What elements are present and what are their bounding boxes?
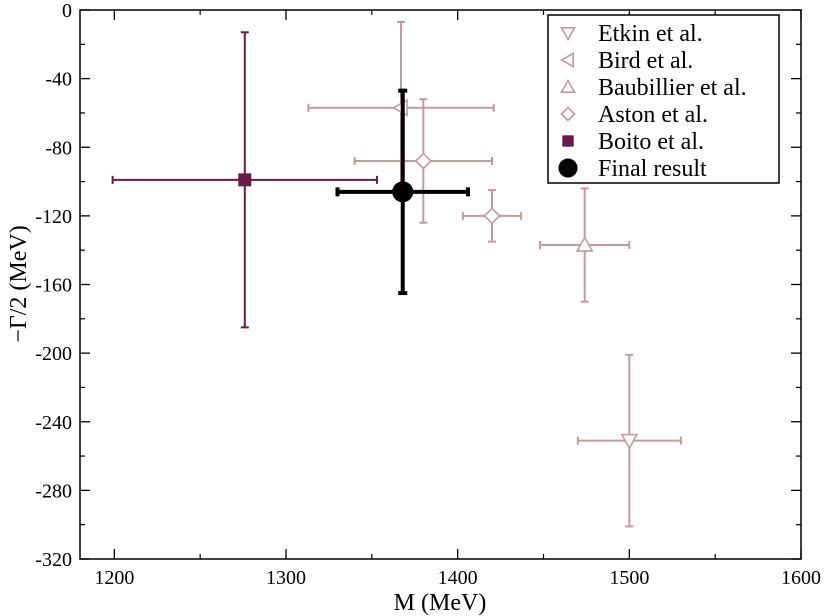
plot-frame <box>79 9 802 560</box>
data-point <box>111 31 378 329</box>
legend-marker <box>559 52 575 68</box>
legend-label: Final result <box>598 156 707 182</box>
y-tick-label: -320 <box>35 549 72 571</box>
y-tick-label: -80 <box>45 137 72 159</box>
y-tick-label: -200 <box>35 343 72 365</box>
legend-label: Etkin et al. <box>598 21 703 47</box>
x-tick-label: 1600 <box>781 567 821 589</box>
data-point <box>353 98 493 224</box>
y-axis-label: −Γ/2 (MeV) <box>6 225 32 342</box>
y-tick-label: -240 <box>35 412 72 434</box>
data-marker <box>483 207 501 225</box>
data-point <box>539 187 631 303</box>
y-tick-label: -280 <box>35 480 72 502</box>
legend-box <box>547 14 780 184</box>
x-tick-label: 1500 <box>609 567 649 589</box>
data-marker <box>575 235 594 252</box>
x-tick-label: 1300 <box>266 567 306 589</box>
legend-marker <box>558 158 578 178</box>
y-tick-label: -40 <box>45 69 72 91</box>
data-marker <box>620 433 639 450</box>
legend-marker <box>560 26 576 42</box>
data-marker <box>238 173 252 187</box>
legend-label: Aston et al. <box>598 102 708 128</box>
x-tick-label: 1400 <box>438 567 478 589</box>
legend-marker <box>562 135 574 147</box>
data-marker <box>392 181 414 203</box>
legend: Etkin et al.Bird et al.Baubillier et al.… <box>547 14 780 184</box>
legend-marker <box>560 78 576 93</box>
legend-label: Baubillier et al. <box>598 75 747 101</box>
data-layer <box>111 21 682 528</box>
data-point <box>576 353 682 528</box>
y-tick-label: -120 <box>35 206 72 228</box>
x-axis-label: M (MeV) <box>394 590 487 616</box>
x-tick-label: 1200 <box>94 567 134 589</box>
data-point <box>461 189 523 243</box>
legend-label: Bird et al. <box>598 48 693 74</box>
legend-marker <box>560 106 576 122</box>
y-tick-label: 0 <box>62 0 72 22</box>
data-point <box>335 88 470 296</box>
data-marker <box>414 152 432 170</box>
legend-label: Boito et al. <box>598 129 704 155</box>
y-tick-label: -160 <box>35 275 72 297</box>
